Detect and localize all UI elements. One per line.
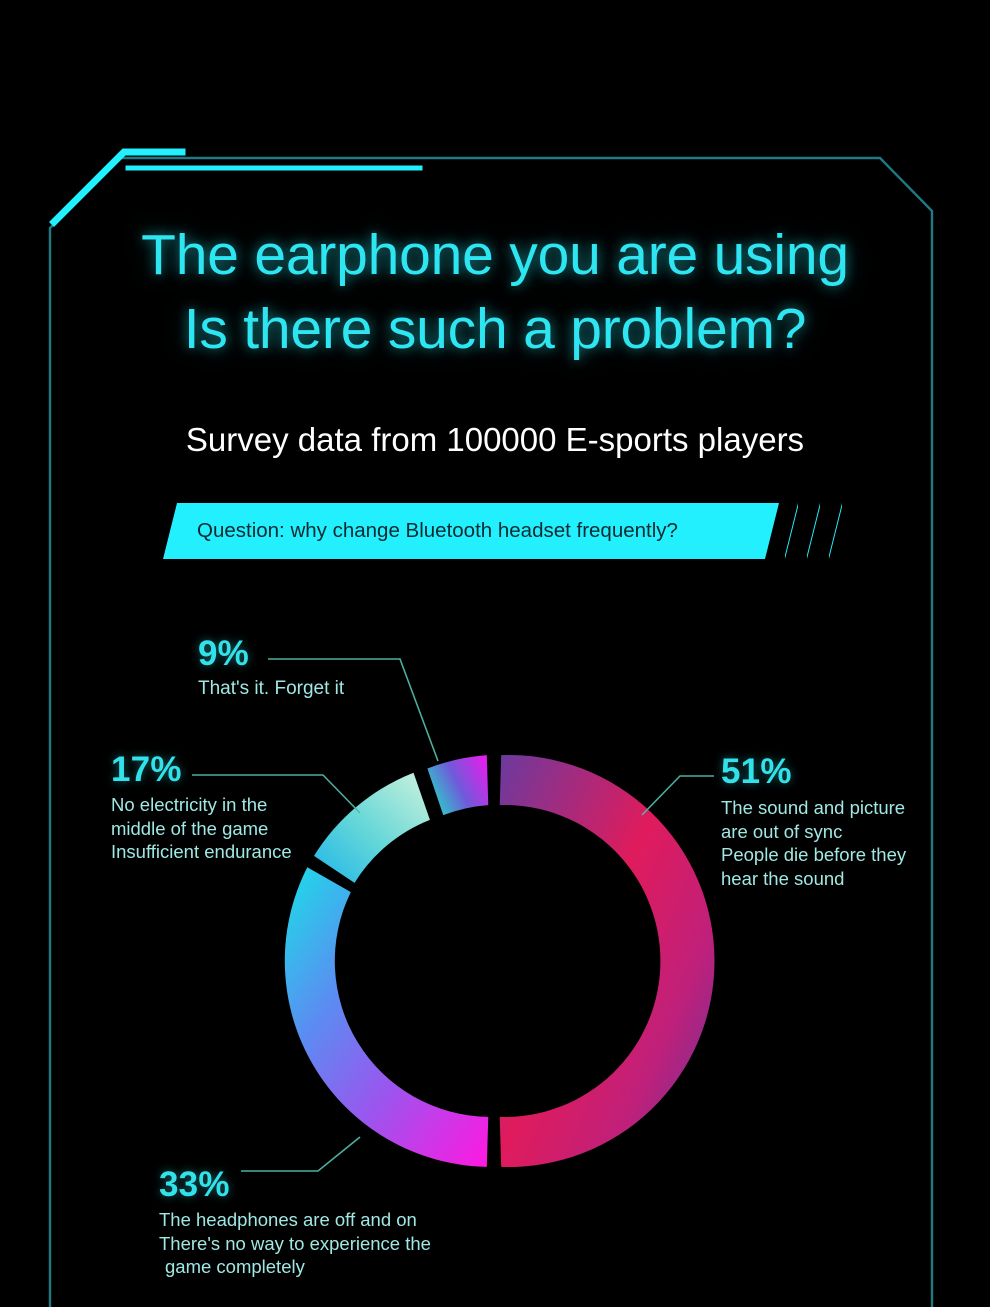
title-line-1: The earphone you are using (141, 223, 849, 287)
desc-line: are out of sync (721, 820, 843, 842)
page-subtitle: Survey data from 100000 E-sports players (185, 421, 805, 458)
callout-percent-forget-it: 9% (198, 634, 249, 673)
leader-line-battery (192, 774, 361, 814)
callout-desc-forget-it: That's it. Forget it (198, 677, 344, 701)
callout-percent-battery: 17% (111, 750, 182, 789)
question-banner-plate (163, 503, 779, 559)
desc-line: That's it. Forget it (198, 678, 345, 699)
desc-line: game completely (165, 1256, 305, 1277)
callout-percent-sync: 51% (721, 752, 792, 791)
callout-sync: 51% The sound and picture are out of syn… (721, 752, 906, 890)
callout-battery: 17% No electricity in the middle of the … (111, 750, 292, 864)
desc-line: middle of the game (111, 817, 269, 839)
question-banner-text: Question: why change Bluetooth headset f… (197, 519, 678, 542)
desc-line: People die before they (721, 844, 907, 865)
desc-line: The sound and picture (721, 797, 906, 818)
slice-battery (313, 772, 430, 883)
leader-line-off-and-on (241, 1136, 361, 1172)
desc-line: There's no way to experience the (159, 1232, 431, 1254)
callout-desc-off-and-on: The headphones are off and on There's no… (159, 1208, 431, 1279)
callout-percent-off-and-on: 33% (159, 1165, 230, 1204)
desc-line: The headphones are off and on (159, 1209, 417, 1230)
slice-forget-it (427, 755, 489, 816)
title-line-2: Is there such a problem? (183, 297, 807, 361)
desc-line: Insufficient endurance (111, 841, 292, 862)
slice-sync (499, 755, 715, 1168)
callout-forget-it: 9% That's it. Forget it (198, 634, 344, 701)
callout-desc-sync: The sound and picture are out of sync Pe… (721, 796, 906, 890)
leader-line-sync (641, 775, 714, 816)
callout-off-and-on: 33% The headphones are off and on There'… (159, 1165, 431, 1279)
desc-line: No electricity in the (111, 794, 268, 815)
page-title: The earphone you are using Is there such… (0, 218, 990, 366)
leader-line-forget-it (268, 658, 439, 762)
callout-desc-battery: No electricity in the middle of the game… (111, 793, 292, 864)
question-banner: Question: why change Bluetooth headset f… (163, 503, 843, 565)
slice-off-and-on (284, 867, 489, 1167)
desc-line: hear the sound (721, 867, 845, 889)
